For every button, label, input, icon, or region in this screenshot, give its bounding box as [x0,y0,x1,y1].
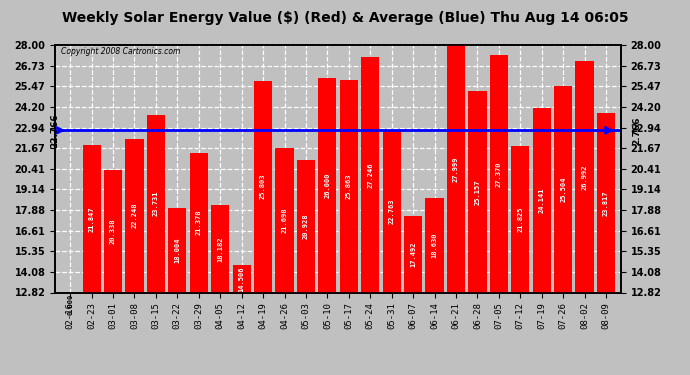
Text: 21.825: 21.825 [518,206,523,232]
Bar [104,170,122,292]
Text: 25.157: 25.157 [475,179,480,205]
Bar [597,113,615,292]
Text: 24.141: 24.141 [539,188,544,213]
Text: 18.630: 18.630 [431,232,437,258]
Text: 2.766: 2.766 [632,116,641,145]
Bar [275,148,294,292]
Text: 21.698: 21.698 [282,207,288,233]
Text: 0.000: 0.000 [67,294,73,315]
Text: 20.928: 20.928 [303,214,309,239]
Bar [575,62,593,292]
Bar [533,108,551,292]
Bar [426,198,444,292]
Text: 14.506: 14.506 [239,266,245,291]
Bar [297,160,315,292]
Bar [147,115,165,292]
Text: 18.004: 18.004 [175,237,180,263]
Text: 26.992: 26.992 [582,164,588,190]
Bar [382,130,401,292]
Bar [254,81,272,292]
Text: 27.370: 27.370 [496,161,502,187]
Bar [339,80,358,292]
Text: 22.763: 22.763 [388,199,395,224]
Text: 22.248: 22.248 [132,203,137,228]
Bar [233,265,250,292]
Bar [490,55,508,292]
Text: 22.766: 22.766 [50,113,60,148]
Text: Weekly Solar Energy Value ($) (Red) & Average (Blue) Thu Aug 14 06:05: Weekly Solar Energy Value ($) (Red) & Av… [61,11,629,25]
Text: 17.492: 17.492 [410,242,416,267]
Bar [469,92,486,292]
Bar [361,57,380,292]
Bar [511,146,529,292]
Text: 27.246: 27.246 [367,162,373,188]
Bar [554,86,572,292]
Bar [211,205,229,292]
Text: Copyright 2008 Cartronics.com: Copyright 2008 Cartronics.com [61,48,180,57]
Text: 23.817: 23.817 [603,190,609,216]
Text: 20.338: 20.338 [110,219,116,244]
Text: 21.847: 21.847 [88,206,95,232]
Bar [404,216,422,292]
Text: 26.000: 26.000 [324,172,331,198]
Text: 25.863: 25.863 [346,173,352,199]
Text: 18.182: 18.182 [217,236,224,261]
Text: 27.999: 27.999 [453,156,459,182]
Text: 25.803: 25.803 [260,174,266,200]
Text: 23.731: 23.731 [153,191,159,216]
Bar [126,139,144,292]
Bar [168,208,186,292]
Text: 21.378: 21.378 [196,210,201,236]
Bar [190,153,208,292]
Text: 25.504: 25.504 [560,176,566,202]
Bar [318,78,337,292]
Bar [83,146,101,292]
Bar [447,45,465,292]
